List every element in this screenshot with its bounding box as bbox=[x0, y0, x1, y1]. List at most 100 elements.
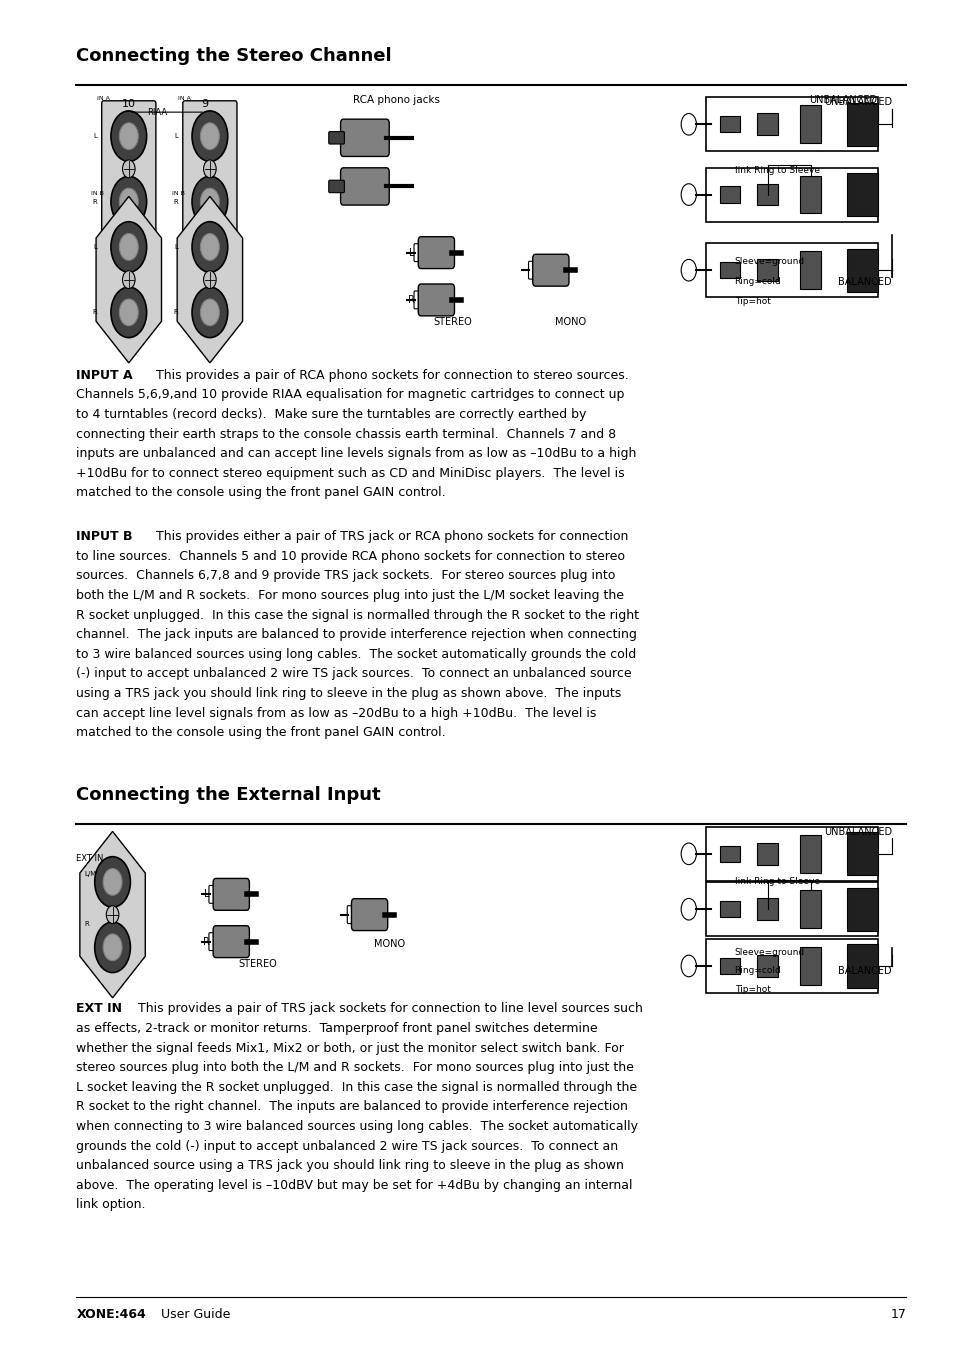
Text: UNBALANCED: UNBALANCED bbox=[823, 827, 891, 836]
Bar bbox=[846, 832, 877, 875]
Text: BALANCED: BALANCED bbox=[838, 277, 891, 286]
Circle shape bbox=[680, 955, 696, 977]
Text: Sleeve=ground: Sleeve=ground bbox=[734, 948, 804, 958]
Bar bbox=[846, 944, 877, 988]
Text: to 3 wire balanced sources using long cables.  The socket automatically grounds : to 3 wire balanced sources using long ca… bbox=[76, 648, 636, 661]
FancyBboxPatch shape bbox=[351, 898, 387, 931]
Text: IN A: IN A bbox=[97, 96, 110, 100]
Text: channel.  The jack inputs are balanced to provide interference rejection when co: channel. The jack inputs are balanced to… bbox=[76, 628, 637, 642]
Bar bbox=[800, 251, 821, 289]
Text: Sleeve=ground: Sleeve=ground bbox=[734, 257, 804, 266]
Bar bbox=[757, 184, 778, 205]
Circle shape bbox=[680, 259, 696, 281]
Text: R socket to the right channel.  The inputs are balanced to provide interference : R socket to the right channel. The input… bbox=[76, 1101, 627, 1113]
Text: sources.  Channels 6,7,8 and 9 provide TRS jack sockets.  For stereo sources plu: sources. Channels 6,7,8 and 9 provide TR… bbox=[76, 570, 615, 582]
Circle shape bbox=[119, 188, 138, 215]
Circle shape bbox=[106, 905, 119, 924]
Circle shape bbox=[203, 159, 216, 178]
Text: 10: 10 bbox=[122, 99, 135, 108]
Text: R: R bbox=[92, 309, 97, 315]
Polygon shape bbox=[80, 831, 145, 998]
Polygon shape bbox=[177, 196, 242, 363]
Text: R: R bbox=[203, 936, 210, 947]
Text: RCA phono jacks: RCA phono jacks bbox=[353, 95, 439, 104]
Bar bbox=[719, 958, 740, 974]
Text: to 4 turntables (record decks).  Make sure the turntables are correctly earthed : to 4 turntables (record decks). Make sur… bbox=[76, 408, 586, 422]
Text: Ring=cold: Ring=cold bbox=[734, 277, 781, 286]
Text: when connecting to 3 wire balanced sources using long cables.  The socket automa: when connecting to 3 wire balanced sourc… bbox=[76, 1120, 638, 1133]
FancyBboxPatch shape bbox=[417, 284, 454, 316]
Text: XONE:464: XONE:464 bbox=[76, 1308, 146, 1321]
Bar bbox=[846, 103, 877, 146]
Text: L: L bbox=[409, 247, 415, 258]
Bar bbox=[757, 898, 778, 920]
Text: BALANCED: BALANCED bbox=[838, 966, 891, 975]
Text: matched to the console using the front panel GAIN control.: matched to the console using the front p… bbox=[76, 727, 445, 739]
Text: R socket unplugged.  In this case the signal is normalled through the R socket t: R socket unplugged. In this case the sig… bbox=[76, 609, 639, 621]
Text: link option.: link option. bbox=[76, 1198, 146, 1212]
Text: STEREO: STEREO bbox=[434, 317, 472, 327]
Bar bbox=[800, 176, 821, 213]
Text: EXT IN: EXT IN bbox=[76, 854, 104, 863]
Bar bbox=[757, 955, 778, 977]
Text: inputs are unbalanced and can accept line levels signals from as low as –10dBu t: inputs are unbalanced and can accept lin… bbox=[76, 447, 636, 461]
Text: RIAA: RIAA bbox=[147, 108, 168, 118]
Text: EXT IN: EXT IN bbox=[76, 1002, 122, 1016]
Text: to line sources.  Channels 5 and 10 provide RCA phono sockets for connection to : to line sources. Channels 5 and 10 provi… bbox=[76, 550, 624, 563]
Text: R: R bbox=[173, 199, 178, 204]
Polygon shape bbox=[96, 196, 161, 363]
Text: IN B: IN B bbox=[91, 192, 104, 196]
Text: IN B: IN B bbox=[172, 192, 185, 196]
Circle shape bbox=[122, 159, 135, 178]
Text: L: L bbox=[204, 889, 210, 900]
FancyBboxPatch shape bbox=[532, 254, 568, 286]
Bar bbox=[719, 846, 740, 862]
Circle shape bbox=[111, 176, 147, 227]
Text: Connecting the External Input: Connecting the External Input bbox=[76, 786, 380, 804]
FancyBboxPatch shape bbox=[340, 168, 389, 205]
Bar bbox=[846, 888, 877, 931]
Bar bbox=[719, 901, 740, 917]
Circle shape bbox=[200, 234, 219, 261]
Circle shape bbox=[192, 222, 228, 273]
Text: link Ring to Sleeve: link Ring to Sleeve bbox=[734, 166, 819, 176]
FancyBboxPatch shape bbox=[528, 261, 536, 280]
Circle shape bbox=[200, 299, 219, 326]
Text: UNBALANCED: UNBALANCED bbox=[809, 95, 877, 104]
Circle shape bbox=[200, 188, 219, 215]
Circle shape bbox=[680, 843, 696, 865]
Text: using a TRS jack you should link ring to sleeve in the plug as shown above.  The: using a TRS jack you should link ring to… bbox=[76, 688, 621, 700]
Text: MONO: MONO bbox=[374, 939, 404, 948]
Text: MONO: MONO bbox=[555, 317, 585, 327]
Text: connecting their earth straps to the console chassis earth terminal.  Channels 7: connecting their earth straps to the con… bbox=[76, 427, 616, 440]
Bar bbox=[705, 243, 877, 297]
Text: IN A: IN A bbox=[178, 96, 191, 100]
Bar bbox=[719, 186, 740, 203]
Text: stereo sources plug into both the L/M and R sockets.  For mono sources plug into: stereo sources plug into both the L/M an… bbox=[76, 1062, 634, 1074]
Circle shape bbox=[680, 184, 696, 205]
Text: User Guide: User Guide bbox=[157, 1308, 231, 1321]
Bar bbox=[705, 168, 877, 222]
Circle shape bbox=[203, 270, 216, 289]
Circle shape bbox=[192, 111, 228, 162]
Circle shape bbox=[192, 286, 228, 338]
Bar bbox=[800, 105, 821, 143]
Text: L: L bbox=[174, 245, 178, 250]
Bar bbox=[757, 843, 778, 865]
Bar bbox=[705, 97, 877, 151]
Text: whether the signal feeds Mix1, Mix2 or both, or just the monitor select switch b: whether the signal feeds Mix1, Mix2 or b… bbox=[76, 1042, 623, 1055]
Text: L socket leaving the R socket unplugged.  In this case the signal is normalled t: L socket leaving the R socket unplugged.… bbox=[76, 1081, 637, 1094]
Text: STEREO: STEREO bbox=[238, 959, 276, 969]
FancyBboxPatch shape bbox=[183, 101, 236, 236]
Bar bbox=[846, 249, 877, 292]
Bar bbox=[719, 262, 740, 278]
Circle shape bbox=[119, 123, 138, 150]
Text: Tip=hot: Tip=hot bbox=[734, 297, 770, 307]
FancyBboxPatch shape bbox=[417, 236, 454, 269]
FancyBboxPatch shape bbox=[329, 131, 344, 145]
Text: UNBALANCED: UNBALANCED bbox=[823, 97, 891, 107]
Circle shape bbox=[103, 934, 122, 961]
Text: R: R bbox=[408, 295, 415, 305]
Bar bbox=[719, 116, 740, 132]
Bar bbox=[846, 173, 877, 216]
